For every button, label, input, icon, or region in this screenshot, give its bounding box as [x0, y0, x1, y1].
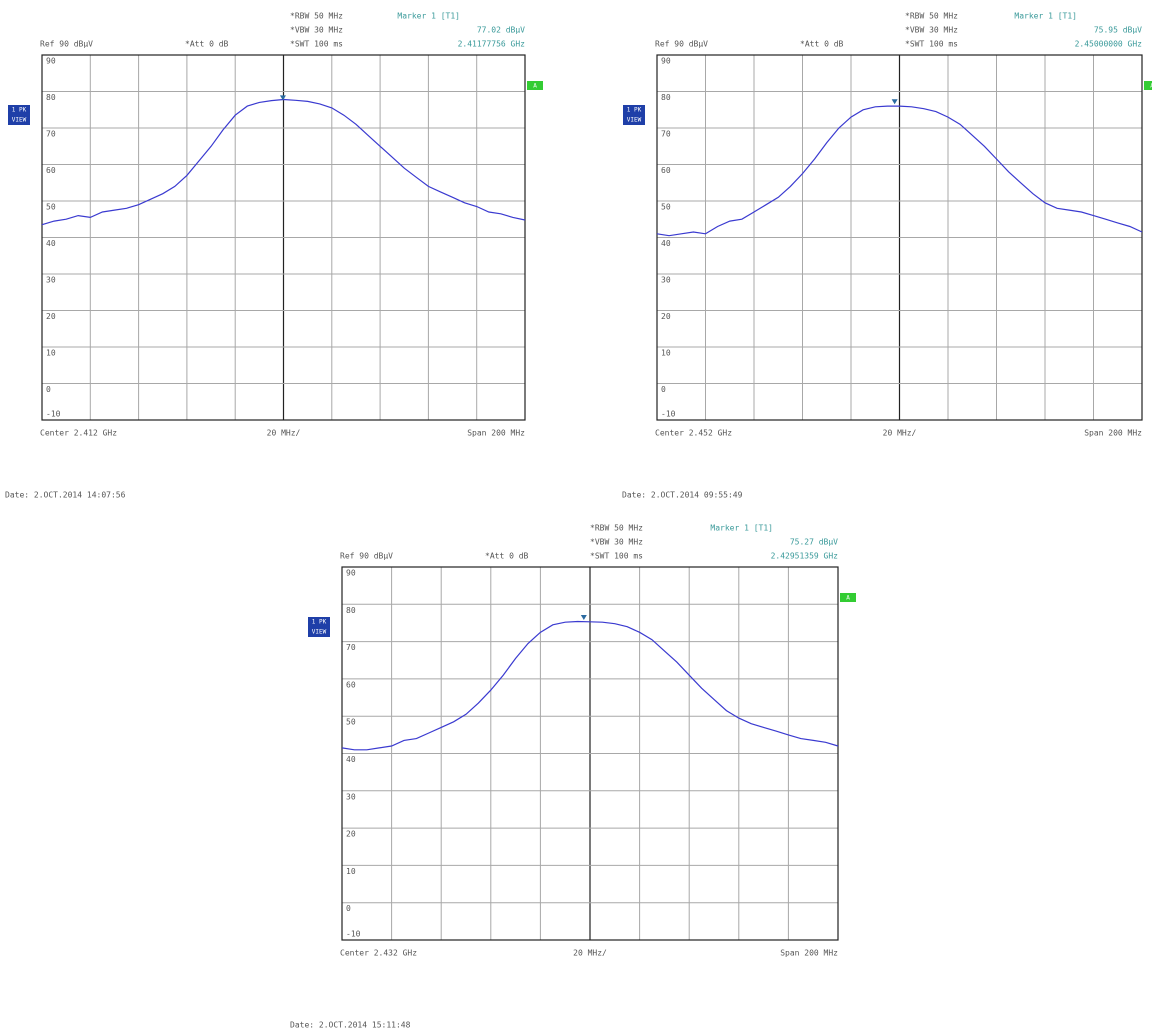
trace	[41, 98, 526, 226]
marker	[279, 95, 286, 101]
y-tick-label: -10	[661, 410, 676, 419]
marker-value: 75.95 dBµV	[1094, 26, 1142, 35]
setting: *VBW 30 MHz	[905, 26, 958, 35]
marker	[891, 99, 898, 105]
y-tick-label: 40	[661, 239, 671, 248]
y-tick-label: 90	[661, 57, 671, 66]
trace	[656, 105, 1143, 237]
center-frequency: Center 2.452 GHz	[655, 429, 732, 438]
setting: *RBW 50 MHz	[905, 12, 958, 21]
marker-frequency: 2.41177756 GHz	[458, 40, 526, 49]
badge-box	[840, 593, 856, 602]
date: Date: 2.OCT.2014 15:11:48	[290, 1021, 411, 1029]
division: 20 MHz/	[883, 429, 917, 438]
y-tick-label: 20	[346, 830, 356, 839]
marker-value: 77.02 dBµV	[477, 26, 525, 35]
trace-badge	[623, 105, 645, 125]
y-tick-label: 80	[661, 93, 671, 102]
marker-name: Marker 1 [T1]	[397, 12, 460, 21]
y-tick-label: 70	[661, 130, 671, 139]
date: Date: 2.OCT.2014 14:07:56	[5, 491, 126, 500]
y-tick-label: 30	[46, 276, 56, 285]
y-tick-label: 70	[46, 130, 56, 139]
y-tick-label: 50	[346, 718, 356, 727]
ref-level: Ref 90 dBµV	[655, 40, 708, 49]
span: Span 200 MHz	[1084, 429, 1142, 438]
badge-box	[1144, 81, 1152, 90]
y-tick-label: 40	[46, 239, 56, 248]
y-tick-label: 0	[661, 385, 666, 394]
badge-box	[527, 81, 543, 90]
y-tick-label: -10	[46, 410, 61, 419]
setting: *VBW 30 MHz	[590, 538, 643, 547]
span: Span 200 MHz	[780, 949, 838, 958]
marker-name: Marker 1 [T1]	[1014, 12, 1077, 21]
y-tick-label: 0	[346, 904, 351, 913]
setting: *SWT 100 ms	[590, 552, 643, 561]
trace-label: 1 PK	[312, 619, 327, 626]
trace-label: VIEW	[312, 629, 327, 636]
badge: A	[846, 595, 850, 602]
trace-label: VIEW	[627, 117, 642, 124]
marker-frequency: 2.45000000 GHz	[1075, 40, 1143, 49]
y-tick-label: 60	[661, 166, 671, 175]
y-tick-label: 30	[661, 276, 671, 285]
y-tick-label: 90	[46, 57, 56, 66]
trace-label: 1 PK	[12, 107, 27, 114]
badge: A	[1150, 83, 1152, 90]
attenuation: *Att 0 dB	[185, 40, 229, 49]
marker-value: 75.27 dBµV	[790, 538, 838, 547]
y-tick-label: 80	[346, 606, 356, 615]
y-tick-label: 70	[346, 643, 356, 652]
trace	[341, 620, 839, 751]
y-tick-label: 50	[46, 203, 56, 212]
setting: *RBW 50 MHz	[290, 12, 343, 21]
y-tick-label: -10	[346, 930, 361, 939]
attenuation: *Att 0 dB	[485, 552, 529, 561]
badge: A	[533, 83, 537, 90]
center-frequency: Center 2.432 GHz	[340, 949, 417, 958]
plot-frame	[41, 54, 526, 421]
plot-frame	[656, 54, 1143, 421]
y-tick-label: 10	[46, 349, 56, 358]
marker-name: Marker 1 [T1]	[710, 524, 773, 533]
y-tick-label: 20	[46, 312, 56, 321]
attenuation: *Att 0 dB	[800, 40, 844, 49]
setting: *VBW 30 MHz	[290, 26, 343, 35]
trace-badge	[8, 105, 30, 125]
marker-frequency: 2.42951359 GHz	[771, 552, 839, 561]
y-tick-label: 60	[46, 166, 56, 175]
y-tick-label: 20	[661, 312, 671, 321]
date: Date: 2.OCT.2014 09:55:49	[622, 491, 743, 500]
marker	[580, 614, 587, 620]
y-tick-label: 30	[346, 792, 356, 801]
y-tick-label: 50	[661, 203, 671, 212]
y-tick-label: 10	[661, 349, 671, 358]
span: Span 200 MHz	[467, 429, 525, 438]
y-tick-label: 0	[46, 385, 51, 394]
plot-frame	[341, 566, 839, 941]
trace-label: VIEW	[12, 117, 27, 124]
y-tick-label: 90	[346, 569, 356, 578]
division: 20 MHz/	[573, 949, 607, 958]
y-tick-label: 60	[346, 680, 356, 689]
ref-level: Ref 90 dBµV	[40, 40, 93, 49]
trace-badge	[308, 617, 330, 637]
center-frequency: Center 2.412 GHz	[40, 429, 117, 438]
y-tick-label: 80	[46, 93, 56, 102]
ref-level: Ref 90 dBµV	[340, 552, 393, 561]
y-tick-label: 10	[346, 867, 356, 876]
y-tick-label: 40	[346, 755, 356, 764]
setting: *SWT 100 ms	[905, 40, 958, 49]
trace-label: 1 PK	[627, 107, 642, 114]
setting: *RBW 50 MHz	[590, 524, 643, 533]
setting: *SWT 100 ms	[290, 40, 343, 49]
division: 20 MHz/	[267, 429, 301, 438]
